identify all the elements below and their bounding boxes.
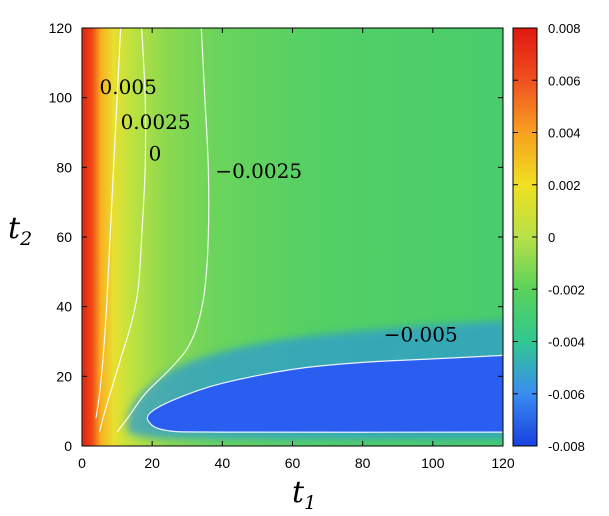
y-tick-label: 20 bbox=[56, 368, 72, 384]
colorbar-tick-label: 0.002 bbox=[548, 178, 581, 193]
contour-label: 0.005 bbox=[100, 75, 157, 99]
y-tick-label: 0 bbox=[64, 438, 72, 454]
x-tick-label: 40 bbox=[215, 455, 231, 471]
y-tick-label: 100 bbox=[49, 90, 73, 106]
x-tick-label: 0 bbox=[78, 455, 86, 471]
contour-line bbox=[116, 28, 210, 433]
contour-line bbox=[98, 28, 147, 433]
colorbar-tick-label: -0.002 bbox=[548, 282, 585, 297]
x-tick-label: 20 bbox=[144, 455, 160, 471]
y-axis-label: t2 bbox=[8, 211, 32, 250]
x-tick-label: 100 bbox=[421, 455, 445, 471]
colorbar-tick-label: 0 bbox=[548, 230, 555, 245]
colorbar-tick-label: -0.006 bbox=[548, 387, 585, 402]
colorbar-tick-label: -0.004 bbox=[548, 335, 585, 350]
x-axis-label: t1 bbox=[292, 475, 316, 514]
colorbar-tick-label: 0.008 bbox=[548, 21, 581, 36]
y-tick-label: 120 bbox=[49, 20, 73, 36]
y-tick-label: 40 bbox=[56, 299, 72, 315]
y-tick-label: 80 bbox=[56, 159, 72, 175]
x-tick-label: 60 bbox=[285, 455, 301, 471]
contour-label: 0.0025 bbox=[121, 110, 191, 134]
y-tick-label: 60 bbox=[56, 229, 72, 245]
contour-line bbox=[146, 354, 503, 433]
colorbar-tick-label: -0.008 bbox=[548, 439, 585, 454]
x-tick-label: 120 bbox=[491, 455, 515, 471]
colorbar-tick-label: 0.004 bbox=[548, 126, 581, 141]
contour-line bbox=[95, 28, 122, 419]
colorbar-tick-label: 0.006 bbox=[548, 73, 581, 88]
negative-region bbox=[147, 355, 503, 433]
x-tick-label: 80 bbox=[355, 455, 371, 471]
contour-label: −0.0025 bbox=[215, 159, 302, 183]
contour-label: 0 bbox=[149, 141, 162, 165]
contour-label: −0.005 bbox=[384, 323, 458, 347]
